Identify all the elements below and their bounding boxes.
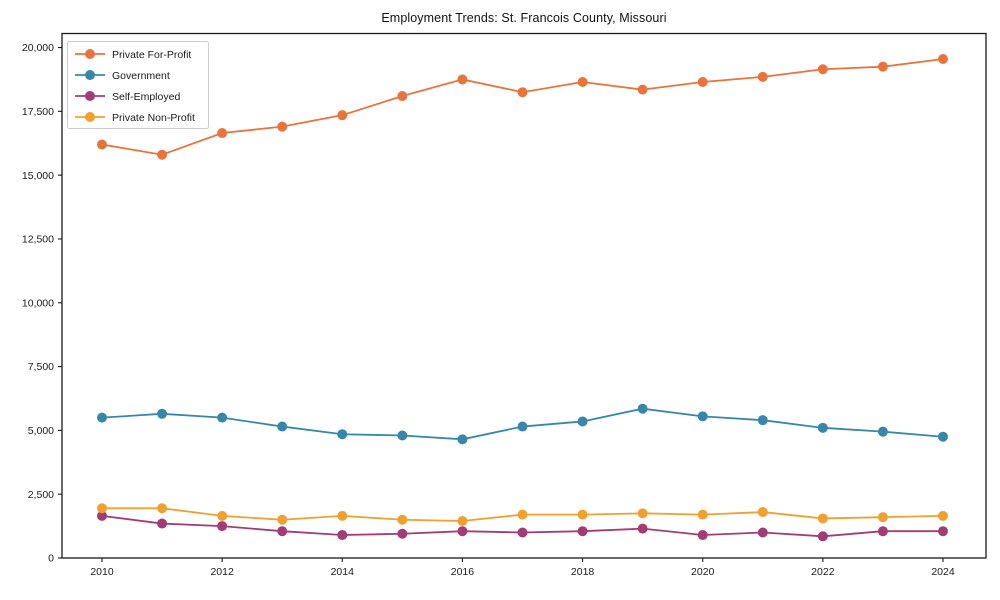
data-point-self-employed-2021: [757, 527, 768, 538]
data-point-self-employed-2019: [637, 523, 648, 534]
data-point-government-2014: [337, 429, 348, 440]
data-point-government-2013: [277, 421, 288, 432]
data-point-private-for-profit-2013: [277, 121, 288, 132]
y-tick-label: 12,500: [22, 234, 54, 246]
data-point-private-for-profit-2015: [397, 91, 408, 102]
data-point-private-for-profit-2020: [697, 76, 708, 87]
data-point-self-employed-2011: [157, 518, 168, 529]
data-point-government-2023: [877, 426, 888, 437]
data-point-private-non-profit-2020: [697, 509, 708, 520]
data-point-self-employed-2024: [938, 526, 948, 537]
data-point-private-non-profit-2017: [517, 509, 528, 520]
data-point-government-2015: [397, 430, 408, 441]
data-point-self-employed-2023: [877, 526, 888, 537]
y-tick-label: 17,500: [22, 106, 54, 118]
data-point-private-non-profit-2016: [457, 515, 468, 526]
data-point-private-non-profit-2022: [817, 513, 828, 524]
y-tick-label: 15,000: [22, 170, 54, 182]
data-point-private-non-profit-2013: [277, 514, 288, 525]
data-point-private-for-profit-2011: [157, 149, 168, 160]
data-point-government-2011: [157, 408, 168, 419]
data-point-private-for-profit-2012: [217, 128, 228, 139]
legend-box: [67, 41, 209, 129]
legend-marker-self-employed: [85, 91, 95, 101]
y-tick-label: 7,500: [28, 361, 54, 373]
data-point-private-for-profit-2018: [577, 76, 588, 87]
data-point-private-for-profit-2019: [637, 84, 648, 95]
legend-label-private-non-profit: Private Non-Profit: [112, 112, 195, 124]
data-point-private-for-profit-2023: [877, 61, 888, 72]
data-point-government-2017: [517, 421, 528, 432]
data-point-self-employed-2012: [217, 521, 228, 532]
x-tick-label: 2020: [691, 566, 715, 578]
data-point-government-2021: [757, 415, 768, 426]
data-point-private-for-profit-2010: [97, 139, 107, 150]
legend-label-government: Government: [112, 70, 170, 82]
y-tick-label: 0: [48, 553, 54, 565]
legend-label-self-employed: Self-Employed: [112, 91, 180, 103]
data-point-self-employed-2022: [817, 531, 828, 542]
legend-marker-government: [85, 70, 95, 80]
data-point-government-2019: [637, 403, 648, 414]
data-point-self-employed-2016: [457, 526, 468, 537]
data-point-private-non-profit-2014: [337, 510, 348, 521]
series-line-private-for-profit: [101, 58, 944, 156]
y-tick-label: 5,000: [28, 425, 54, 437]
data-point-private-non-profit-2021: [757, 507, 768, 518]
data-point-government-2022: [817, 422, 828, 433]
data-point-government-2012: [217, 412, 228, 423]
x-tick-label: 2022: [811, 566, 835, 578]
x-tick-label: 2014: [331, 566, 355, 578]
data-point-private-non-profit-2015: [397, 514, 408, 525]
y-tick-label: 2,500: [28, 489, 54, 501]
legend-marker-private-non-profit: [85, 112, 95, 122]
data-point-government-2020: [697, 411, 708, 422]
data-point-private-for-profit-2016: [457, 74, 468, 85]
data-point-self-employed-2014: [337, 530, 348, 541]
data-point-self-employed-2020: [697, 530, 708, 541]
data-point-self-employed-2015: [397, 528, 408, 539]
data-point-government-2018: [577, 416, 588, 427]
data-point-private-non-profit-2019: [637, 508, 648, 519]
data-point-private-non-profit-2024: [938, 510, 948, 521]
legend-marker-private-for-profit: [85, 49, 95, 59]
x-tick-label: 2010: [90, 566, 114, 578]
y-tick-label: 10,000: [22, 297, 54, 309]
data-point-self-employed-2013: [277, 526, 288, 537]
data-point-self-employed-2018: [577, 526, 588, 537]
data-point-private-non-profit-2018: [577, 509, 588, 520]
plot-border: [61, 32, 987, 559]
data-point-government-2016: [457, 434, 468, 445]
data-point-government-2024: [938, 431, 948, 442]
data-point-private-for-profit-2017: [517, 87, 528, 98]
data-point-self-employed-2010: [97, 510, 107, 521]
y-tick-label: 20,000: [22, 42, 54, 54]
data-point-private-for-profit-2024: [938, 54, 948, 65]
x-tick-label: 2012: [210, 566, 234, 578]
chart-title: Employment Trends: St. Francois County, …: [381, 11, 667, 25]
data-point-private-non-profit-2012: [217, 510, 228, 521]
legend-label-private-for-profit: Private For-Profit: [112, 49, 191, 61]
data-point-private-for-profit-2021: [757, 71, 768, 82]
data-point-private-non-profit-2011: [157, 503, 168, 514]
x-tick-label: 2018: [571, 566, 595, 578]
x-tick-label: 2024: [931, 566, 955, 578]
data-point-private-non-profit-2023: [877, 512, 888, 523]
data-point-private-for-profit-2014: [337, 110, 348, 121]
data-point-government-2010: [97, 412, 107, 423]
data-point-private-for-profit-2022: [817, 64, 828, 75]
data-point-private-non-profit-2010: [97, 503, 107, 514]
data-point-self-employed-2017: [517, 527, 528, 538]
x-tick-label: 2016: [451, 566, 475, 578]
